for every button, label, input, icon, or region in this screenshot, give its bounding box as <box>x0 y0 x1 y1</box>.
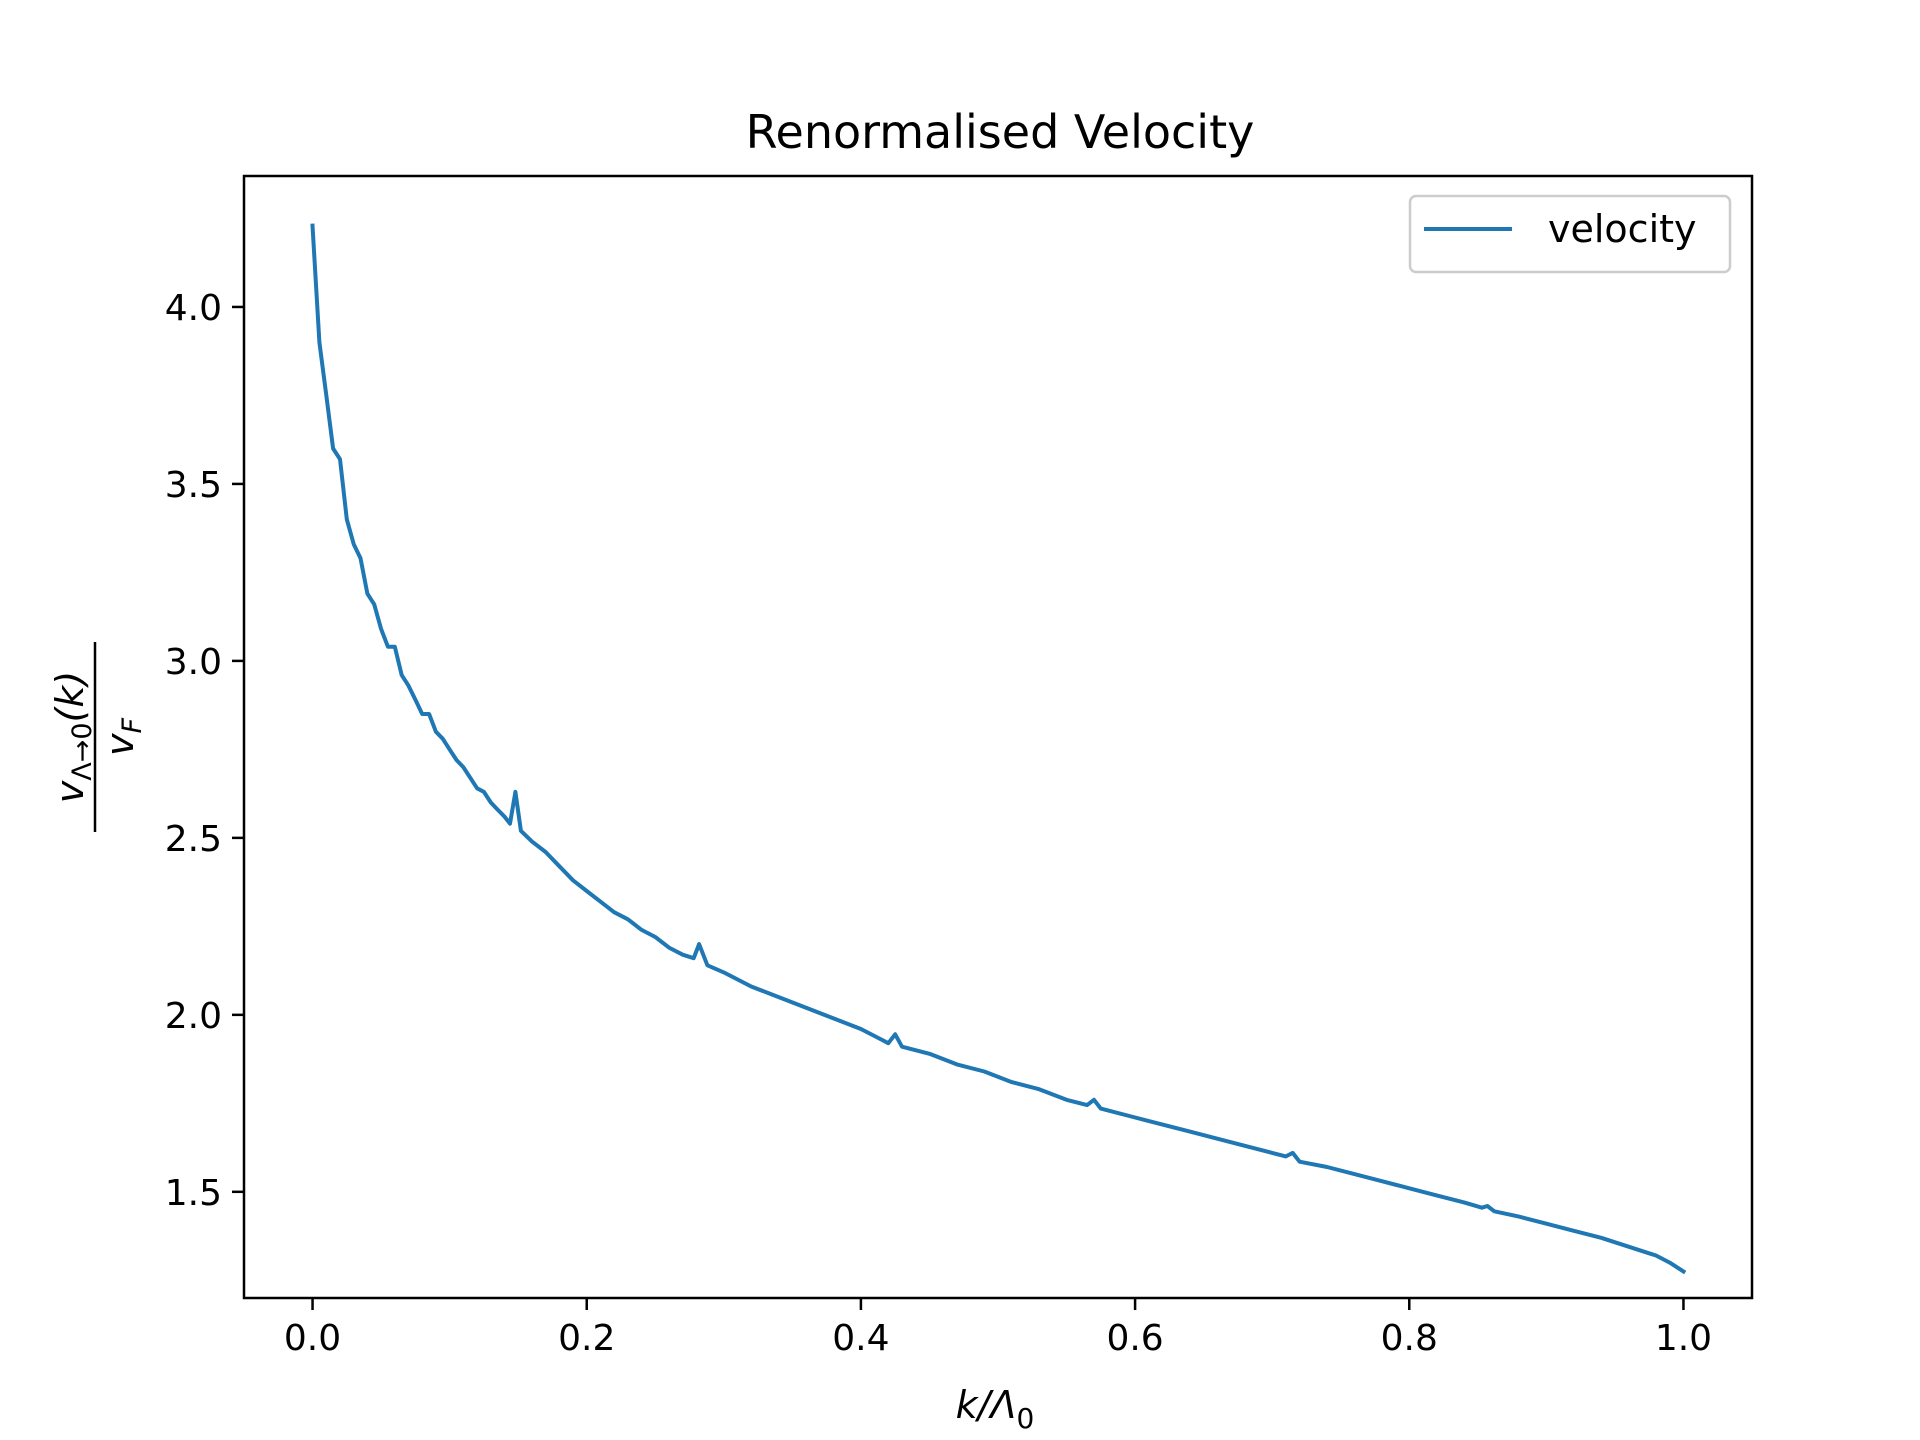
chart-title: Renormalised Velocity <box>746 105 1255 159</box>
x-axis-label-sub: 0 <box>1016 1402 1034 1435</box>
y-label-num-v: v <box>48 780 92 803</box>
y-label-den-sub: F <box>117 718 148 734</box>
x-tick-label: 0.8 <box>1381 1318 1438 1359</box>
y-label-num-tail: (k) <box>48 671 92 723</box>
x-tick-label: 0.0 <box>284 1318 341 1359</box>
x-axis-label: k/Λ0 <box>956 1383 1035 1435</box>
y-label-den-v: v <box>98 733 142 756</box>
x-tick-label: 0.4 <box>832 1318 889 1359</box>
x-tick-label: 1.0 <box>1655 1318 1712 1359</box>
series-line-velocity <box>310 223 1687 1275</box>
legend: velocity <box>1408 194 1732 274</box>
y-label-num-sub: Λ→0 <box>67 722 98 780</box>
y-tick-label: 3.5 <box>165 465 222 506</box>
y-axis-label-numerator: vΛ→0(k) <box>48 671 98 803</box>
y-tick-label: 1.5 <box>165 1173 222 1214</box>
y-tick-label: 2.5 <box>165 819 222 860</box>
plot-area: 0.0 0.2 0.4 0.6 0.8 1.0 1.5 2.0 2.5 3.0 3.5 4.0 <box>165 174 1754 1359</box>
y-axis-label-denominator: vF <box>98 718 148 757</box>
plot-frame <box>242 174 1754 1300</box>
x-axis-ticks: 0.0 0.2 0.4 0.6 0.8 1.0 <box>284 1298 1712 1359</box>
legend-label-velocity: velocity <box>1548 207 1697 251</box>
legend-box <box>1408 194 1732 274</box>
y-axis-label: vΛ→0(k) vF <box>48 642 148 832</box>
y-tick-label: 2.0 <box>165 996 222 1037</box>
y-axis-ticks: 1.5 2.0 2.5 3.0 3.5 4.0 <box>165 288 244 1214</box>
x-tick-label: 0.2 <box>558 1318 615 1359</box>
x-tick-label: 0.6 <box>1106 1318 1163 1359</box>
x-axis-label-main: k/Λ <box>956 1383 1017 1427</box>
y-tick-label: 4.0 <box>165 288 222 329</box>
y-tick-label: 3.0 <box>165 642 222 683</box>
